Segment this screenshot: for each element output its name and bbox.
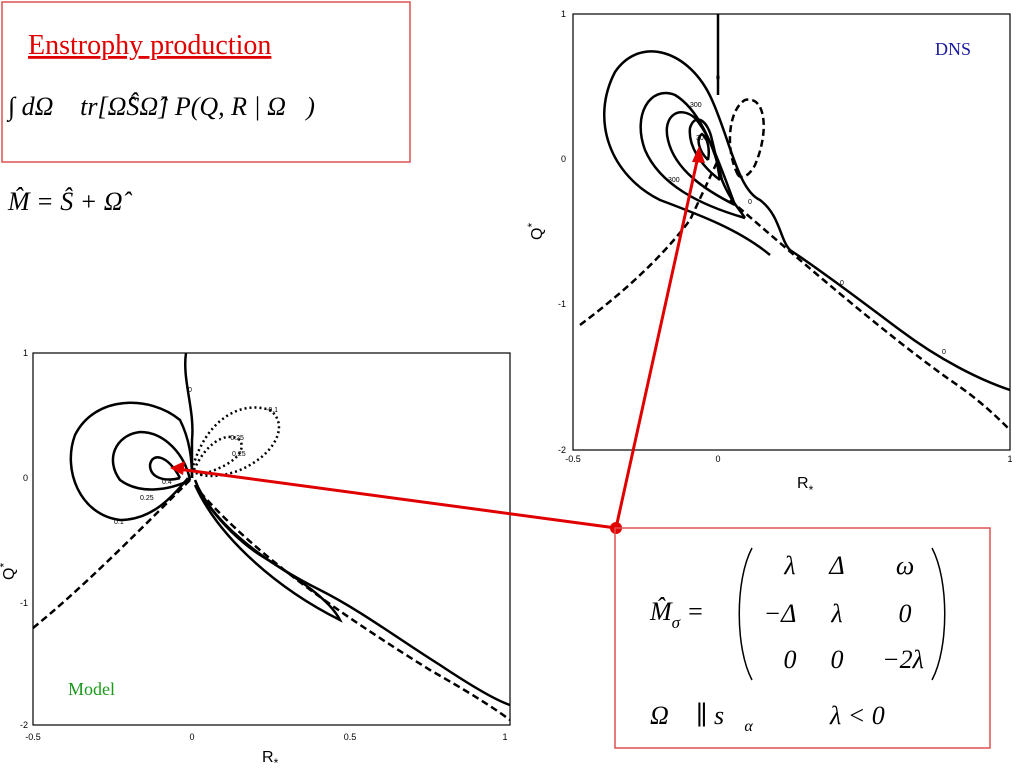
- y-tick-label: -2: [558, 445, 566, 455]
- contour-label: 0: [942, 349, 946, 356]
- axis-subscript: *: [0, 563, 11, 568]
- contour-label: -0.1: [266, 407, 278, 414]
- contour-label: 0: [716, 75, 720, 82]
- y-tick-label: 1: [561, 9, 566, 19]
- y-tick-label: -2: [20, 720, 28, 730]
- contour: [69, 401, 194, 522]
- model-plot: -0.5 0 0.5 1 1 0 -1 -2 R* Q* Model 0 -0.…: [0, 348, 511, 768]
- plot-label: Model: [68, 679, 115, 699]
- matrix-cell: 0: [831, 645, 844, 674]
- alignment: Ω⃗ ∥ s⃗α: [650, 701, 753, 735]
- contour: [111, 430, 192, 491]
- y-tick-label: 1: [23, 348, 28, 358]
- contour-label: -0.25: [228, 435, 244, 442]
- arrow-head: [692, 146, 705, 163]
- matrix-cell: λ: [783, 551, 795, 580]
- y-tick-label: 0: [23, 473, 28, 483]
- left-paren: [738, 547, 753, 681]
- arrow-head: [170, 461, 185, 475]
- contour: [32, 477, 511, 722]
- contour: [579, 159, 1011, 431]
- axis-subscript: *: [809, 483, 814, 497]
- x-axis-label: R*: [797, 475, 814, 497]
- contour-label: 300: [668, 177, 680, 184]
- x-tick-label: 1: [1007, 454, 1012, 464]
- matrix-lhs: M̂σ =: [649, 597, 703, 632]
- slide-title: Enstrophy production: [28, 30, 271, 61]
- x-tick-label: 0.5: [344, 732, 357, 742]
- matrix-cell: −Δ: [764, 599, 797, 628]
- matrix-cell: ω: [896, 551, 914, 580]
- contour: [148, 456, 182, 481]
- y-tick-label: -1: [20, 598, 28, 608]
- x-axis-label: R*: [262, 749, 279, 768]
- contour: [603, 50, 1011, 392]
- y-axis-label: Q*: [525, 223, 546, 240]
- contour-label: 0.25: [140, 495, 154, 502]
- axis-letter: R: [262, 749, 274, 766]
- matrix-box: [614, 527, 991, 749]
- y-tick-label: -1: [558, 299, 566, 309]
- alignment-subscript: α: [744, 718, 753, 735]
- axis-letter: R: [797, 475, 809, 492]
- formula: ∫ dΩ⃗ tr[Ω̂ŜΩ̂] P(Q, R | Ω⃗): [6, 92, 315, 122]
- contour-label: 0.4: [162, 479, 172, 486]
- y-axis-label: Q*: [0, 563, 18, 580]
- pointer-arrow: [614, 151, 701, 529]
- x-tick-label: 0: [189, 732, 194, 742]
- x-tick-label: -0.5: [565, 454, 581, 464]
- right-paren: [931, 547, 946, 681]
- contour: [193, 484, 343, 623]
- contour-label: 0: [188, 387, 192, 394]
- contour: [697, 132, 710, 161]
- axis-letter: Q: [529, 228, 546, 240]
- equals: =: [688, 597, 703, 626]
- axis-subscript: *: [525, 223, 539, 228]
- lhs-symbol: M̂: [649, 597, 673, 626]
- x-tick-label: 0: [715, 454, 720, 464]
- alignment-text: Ω⃗ ∥ s⃗: [650, 701, 744, 730]
- x-tick-label: -0.5: [25, 732, 41, 742]
- plot-frame: [32, 352, 511, 726]
- matrix-cell: 0: [784, 645, 797, 674]
- pointer-arrow: [177, 467, 617, 530]
- matrix-cell: λ: [830, 599, 842, 628]
- contour-label: 0.1: [114, 519, 124, 526]
- summary-box: [1, 1, 411, 163]
- decomposition: M̂ = Ŝ + Ω̂: [7, 187, 133, 216]
- contour-label: 300: [696, 135, 708, 142]
- contour-label: 0.25: [232, 451, 246, 458]
- contour: [639, 91, 747, 220]
- contour: [728, 98, 765, 179]
- axis-letter: Q: [1, 568, 18, 580]
- contour: [193, 479, 511, 707]
- contour-label: 300: [690, 102, 702, 109]
- contour: [184, 352, 194, 478]
- matrix-cell: −2λ: [882, 645, 924, 674]
- x-tick-label: 1: [502, 732, 507, 742]
- dns-plot: -0.5 0 1 1 0 -1 -2 R* Q* DNS 0 300 300 3…: [525, 9, 1013, 497]
- condition: λ < 0: [829, 701, 885, 730]
- lhs-subscript: σ: [672, 613, 681, 632]
- plot-label: DNS: [935, 39, 971, 59]
- matrix-cell: Δ: [828, 551, 844, 580]
- plot-frame: [572, 13, 1011, 451]
- matrix-cell: 0: [899, 599, 912, 628]
- contour: [192, 435, 243, 477]
- contour-label: 0: [840, 280, 844, 287]
- contour: [190, 406, 281, 478]
- y-tick-label: 0: [561, 154, 566, 164]
- contour-label: 0: [748, 199, 752, 206]
- axis-subscript: *: [274, 756, 279, 768]
